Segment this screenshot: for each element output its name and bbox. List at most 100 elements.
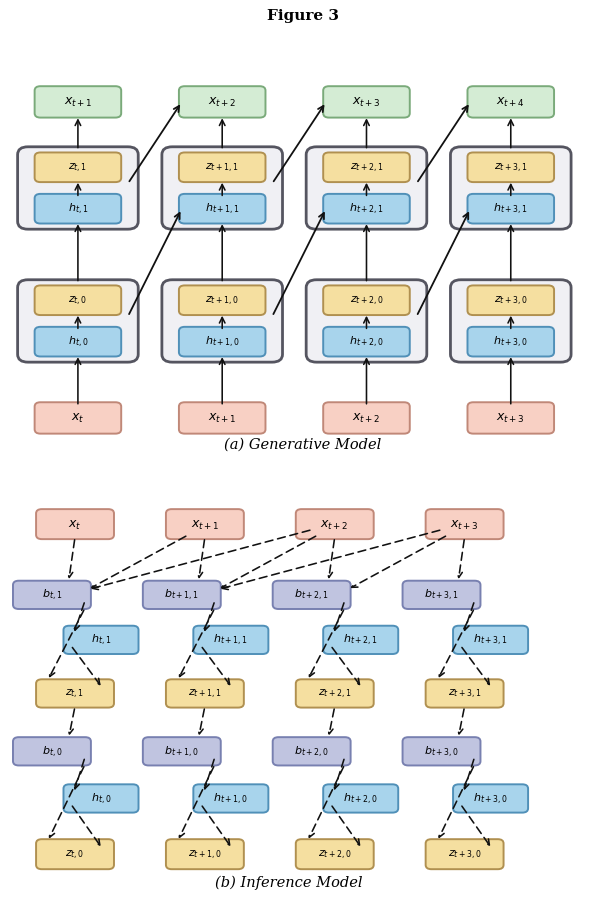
Text: $x_{t+1}$: $x_{t+1}$: [190, 518, 219, 531]
FancyBboxPatch shape: [35, 403, 121, 435]
FancyBboxPatch shape: [467, 327, 554, 357]
FancyBboxPatch shape: [273, 581, 351, 609]
Text: $z_{t,1}$: $z_{t,1}$: [68, 161, 87, 175]
Text: $z_{t+3,1}$: $z_{t+3,1}$: [448, 687, 481, 701]
FancyBboxPatch shape: [425, 680, 504, 708]
FancyBboxPatch shape: [143, 737, 221, 765]
FancyBboxPatch shape: [35, 286, 121, 316]
FancyBboxPatch shape: [273, 737, 351, 765]
Text: $b_{t+1,1}$: $b_{t+1,1}$: [164, 588, 199, 603]
FancyBboxPatch shape: [179, 87, 265, 118]
Text: $h_{t+3,0}$: $h_{t+3,0}$: [473, 791, 508, 806]
Text: (a) Generative Model: (a) Generative Model: [224, 437, 382, 451]
FancyBboxPatch shape: [35, 327, 121, 357]
FancyBboxPatch shape: [296, 680, 374, 708]
Text: $x_{t+3}$: $x_{t+3}$: [352, 97, 381, 109]
FancyBboxPatch shape: [13, 581, 91, 609]
FancyBboxPatch shape: [323, 626, 398, 654]
FancyBboxPatch shape: [166, 509, 244, 539]
Text: $h_{t+1,0}$: $h_{t+1,0}$: [213, 791, 248, 806]
Text: $z_{t+1,0}$: $z_{t+1,0}$: [205, 294, 239, 307]
FancyBboxPatch shape: [162, 148, 282, 230]
FancyBboxPatch shape: [179, 286, 265, 316]
Text: $z_{t+3,0}$: $z_{t+3,0}$: [494, 294, 528, 307]
Text: $h_{t,0}$: $h_{t,0}$: [68, 334, 88, 350]
Text: $x_{t}$: $x_{t}$: [68, 518, 82, 531]
FancyBboxPatch shape: [323, 87, 410, 118]
FancyBboxPatch shape: [467, 87, 554, 118]
FancyBboxPatch shape: [166, 839, 244, 869]
Text: Figure 3: Figure 3: [267, 9, 339, 23]
FancyBboxPatch shape: [179, 153, 265, 183]
FancyBboxPatch shape: [467, 403, 554, 435]
Text: $z_{t+3,0}$: $z_{t+3,0}$: [448, 848, 482, 861]
Text: $b_{t,1}$: $b_{t,1}$: [42, 588, 62, 603]
Text: $x_{t+3}$: $x_{t+3}$: [450, 518, 479, 531]
FancyBboxPatch shape: [402, 581, 481, 609]
Text: $z_{t+1,1}$: $z_{t+1,1}$: [188, 687, 222, 701]
FancyBboxPatch shape: [13, 737, 91, 765]
FancyBboxPatch shape: [306, 148, 427, 230]
FancyBboxPatch shape: [323, 195, 410, 224]
Text: $x_{t}$: $x_{t}$: [71, 412, 85, 425]
Text: $h_{t+2,1}$: $h_{t+2,1}$: [349, 202, 384, 217]
FancyBboxPatch shape: [35, 195, 121, 224]
Text: $b_{t+3,1}$: $b_{t+3,1}$: [424, 588, 459, 603]
FancyBboxPatch shape: [425, 509, 504, 539]
FancyBboxPatch shape: [18, 148, 138, 230]
FancyBboxPatch shape: [179, 403, 265, 435]
Text: $x_{t+2}$: $x_{t+2}$: [321, 518, 349, 531]
Text: $h_{t,0}$: $h_{t,0}$: [91, 791, 112, 806]
Text: $h_{t+1,1}$: $h_{t+1,1}$: [213, 632, 248, 648]
FancyBboxPatch shape: [296, 509, 374, 539]
FancyBboxPatch shape: [36, 680, 114, 708]
FancyBboxPatch shape: [467, 286, 554, 316]
Text: $z_{t,0}$: $z_{t,0}$: [65, 848, 85, 861]
Text: $z_{t+1,1}$: $z_{t+1,1}$: [205, 161, 239, 175]
Text: $x_{t+3}$: $x_{t+3}$: [496, 412, 525, 425]
FancyBboxPatch shape: [162, 281, 282, 363]
Text: $b_{t+2,0}$: $b_{t+2,0}$: [294, 744, 329, 759]
FancyBboxPatch shape: [296, 839, 374, 869]
FancyBboxPatch shape: [467, 153, 554, 183]
Text: $z_{t+3,1}$: $z_{t+3,1}$: [494, 161, 528, 175]
Text: $x_{t+1}$: $x_{t+1}$: [64, 97, 92, 109]
Text: $h_{t+1,1}$: $h_{t+1,1}$: [205, 202, 239, 217]
Text: $b_{t+2,1}$: $b_{t+2,1}$: [295, 588, 329, 603]
Text: $z_{t+2,1}$: $z_{t+2,1}$: [318, 687, 351, 701]
FancyBboxPatch shape: [467, 195, 554, 224]
FancyBboxPatch shape: [35, 87, 121, 118]
Text: $z_{t+1,0}$: $z_{t+1,0}$: [188, 848, 222, 861]
FancyBboxPatch shape: [179, 195, 265, 224]
FancyBboxPatch shape: [36, 839, 114, 869]
Text: $z_{t+2,1}$: $z_{t+2,1}$: [350, 161, 384, 175]
FancyBboxPatch shape: [166, 680, 244, 708]
FancyBboxPatch shape: [18, 281, 138, 363]
Text: $b_{t+1,0}$: $b_{t+1,0}$: [164, 744, 199, 759]
FancyBboxPatch shape: [306, 281, 427, 363]
FancyBboxPatch shape: [193, 626, 268, 654]
FancyBboxPatch shape: [35, 153, 121, 183]
Text: $b_{t,0}$: $b_{t,0}$: [42, 744, 62, 759]
Text: $h_{t+1,0}$: $h_{t+1,0}$: [205, 334, 240, 350]
FancyBboxPatch shape: [425, 839, 504, 869]
FancyBboxPatch shape: [143, 581, 221, 609]
FancyBboxPatch shape: [179, 327, 265, 357]
FancyBboxPatch shape: [323, 327, 410, 357]
FancyBboxPatch shape: [453, 784, 528, 813]
Text: $z_{t,0}$: $z_{t,0}$: [68, 294, 87, 307]
Text: $h_{t,1}$: $h_{t,1}$: [91, 632, 111, 648]
Text: $h_{t+2,0}$: $h_{t+2,0}$: [349, 334, 384, 350]
FancyBboxPatch shape: [64, 626, 139, 654]
FancyBboxPatch shape: [323, 153, 410, 183]
FancyBboxPatch shape: [323, 403, 410, 435]
Text: $z_{t,1}$: $z_{t,1}$: [65, 687, 85, 701]
Text: $x_{t+4}$: $x_{t+4}$: [496, 97, 525, 109]
FancyBboxPatch shape: [64, 784, 139, 813]
FancyBboxPatch shape: [450, 281, 571, 363]
Text: $h_{t+3,0}$: $h_{t+3,0}$: [493, 334, 528, 350]
FancyBboxPatch shape: [193, 784, 268, 813]
Text: $z_{t+2,0}$: $z_{t+2,0}$: [318, 848, 351, 861]
Text: $h_{t+3,1}$: $h_{t+3,1}$: [493, 202, 528, 217]
Text: $x_{t+1}$: $x_{t+1}$: [208, 412, 236, 425]
